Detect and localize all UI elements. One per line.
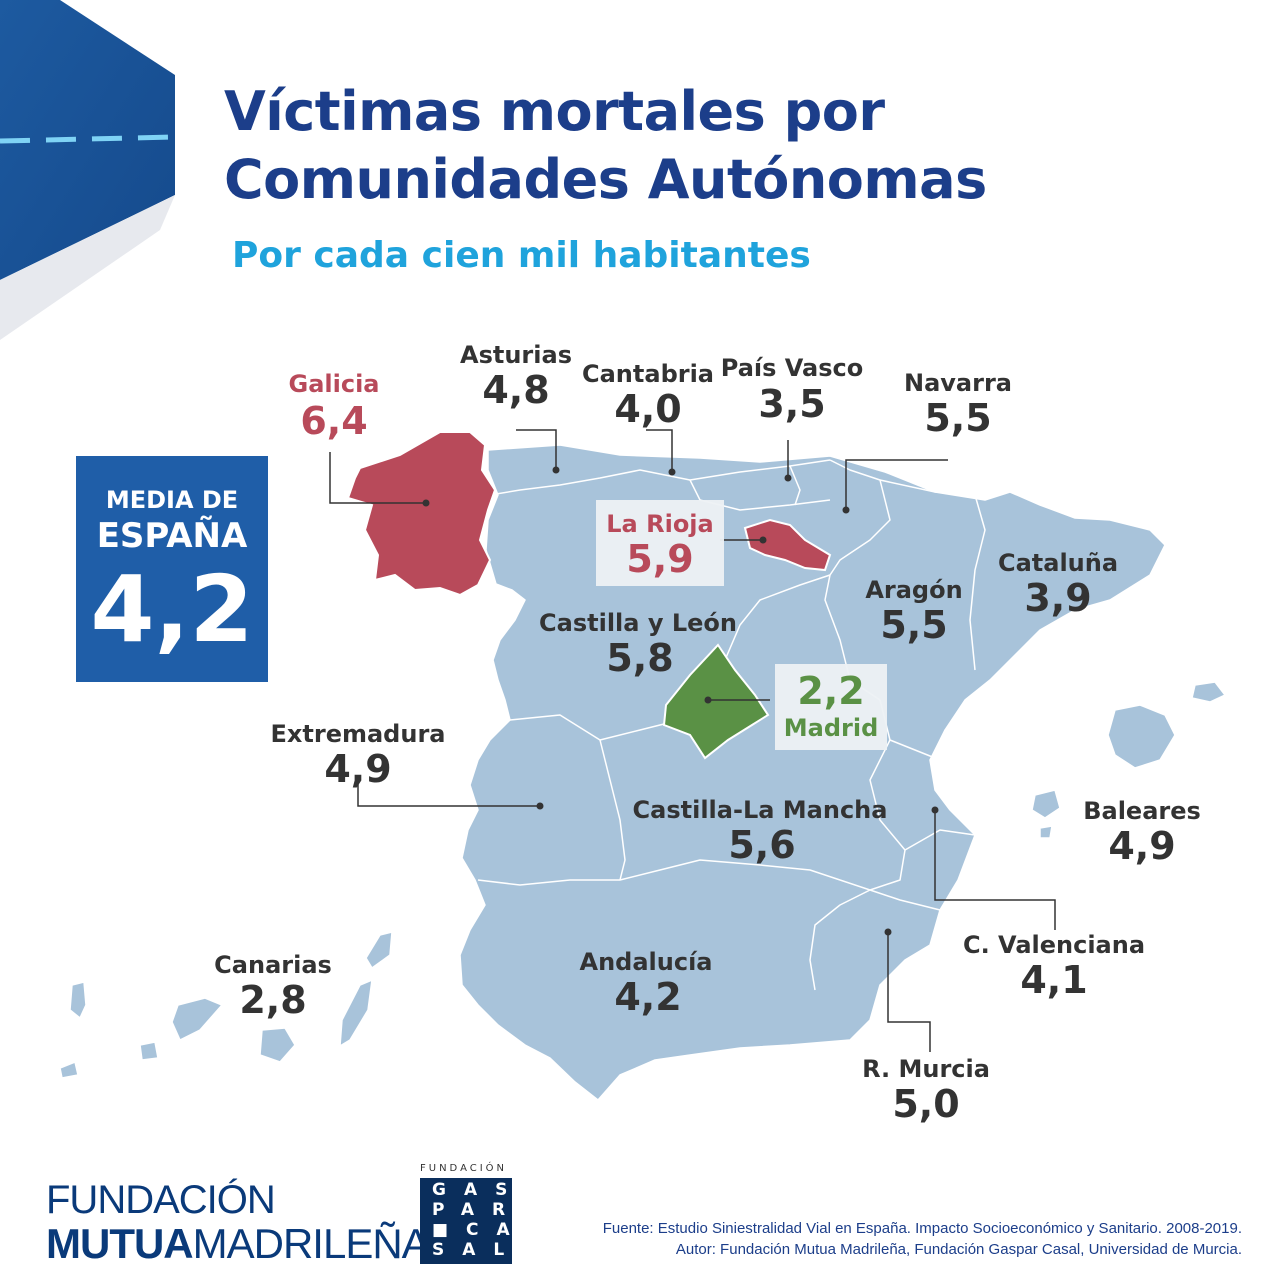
source-note: Fuente: Estudio Siniestralidad Vial en E… — [603, 1218, 1242, 1260]
galicia-shape — [346, 431, 497, 597]
region-name-castilla-la-mancha: Castilla-La Mancha — [632, 796, 888, 824]
region-value-canarias: 2,8 — [239, 978, 307, 1022]
region-name-galicia: Galicia — [288, 370, 380, 398]
region-value-madrid: 2,2 — [797, 669, 865, 713]
madrid-label-box — [775, 664, 887, 750]
fmm-logo-line-2: MUTUAMADRILEÑA — [46, 1220, 430, 1268]
region-name-navarra: Navarra — [904, 369, 1012, 397]
region-value-asturias: 4,8 — [482, 368, 550, 412]
region-value-baleares: 4,9 — [1108, 824, 1176, 868]
ibiza-shape — [1031, 789, 1061, 819]
fgc-logo-row: ■CA — [432, 1220, 528, 1240]
region-value-cataluna: 3,9 — [1024, 576, 1092, 620]
mainland-spain-shape — [459, 444, 1166, 1101]
region-value-navarra: 5,5 — [924, 396, 992, 440]
fgc-logo-row: SAL — [432, 1240, 523, 1260]
road-corner-decoration — [0, 0, 176, 340]
region-name-pais-vasco: País Vasco — [720, 354, 864, 382]
region-name-andalucia: Andalucía — [579, 948, 713, 976]
region-value-pais-vasco: 3,5 — [758, 382, 826, 426]
mallorca-shape — [1107, 704, 1176, 769]
region-value-galicia: 6,4 — [300, 399, 368, 443]
la-palma-shape — [69, 981, 87, 1019]
source-line-2: Autor: Fundación Mutua Madrileña, Fundac… — [675, 1241, 1242, 1258]
region-value-extremadura: 4,9 — [324, 747, 392, 791]
region-value-c-valenciana: 4,1 — [1020, 958, 1088, 1002]
region-value-castilla-la-mancha: 5,6 — [728, 823, 796, 867]
region-value-andalucia: 4,2 — [614, 975, 682, 1019]
region-name-cantabria: Cantabria — [582, 360, 714, 388]
fgc-logo-label: FUNDACIÓN — [420, 1163, 508, 1174]
region-name-c-valenciana: C. Valenciana — [962, 931, 1146, 959]
average-label-line-2: ESPAÑA — [96, 516, 248, 556]
average-value: 4,2 — [90, 556, 254, 663]
madrid-shape — [662, 643, 770, 760]
tenerife-shape — [171, 997, 223, 1041]
subtitle: Por cada cien mil habitantes — [232, 235, 811, 276]
region-name-murcia: R. Murcia — [862, 1055, 990, 1083]
region-value-cantabria: 4,0 — [614, 387, 682, 431]
fgc-logo-row: PAR — [432, 1200, 524, 1220]
fuerteventura-shape — [339, 979, 373, 1047]
fgc-logo: GAS PAR ■CA SAL — [420, 1178, 512, 1264]
region-value-la-rioja: 5,9 — [626, 537, 694, 581]
region-value-murcia: 5,0 — [892, 1082, 960, 1126]
average-label-line-1: MEDIA DE — [105, 486, 239, 514]
region-name-canarias: Canarias — [214, 951, 332, 979]
region-name-extremadura: Extremadura — [270, 720, 446, 748]
region-value-aragon: 5,5 — [880, 603, 948, 647]
region-name-cataluna: Cataluña — [997, 549, 1119, 577]
region-name-madrid: Madrid — [783, 714, 879, 742]
fmm-logo-line-1: FUNDACIÓN — [46, 1178, 276, 1222]
title-line-2: Comunidades Autónomas — [224, 148, 987, 211]
lanzarote-shape — [365, 931, 393, 969]
menorca-shape — [1191, 681, 1226, 703]
la-rioja-shape — [743, 518, 832, 572]
title-line-1: Víctimas mortales por — [224, 80, 885, 143]
region-name-baleares: Baleares — [1083, 797, 1201, 825]
region-name-asturias: Asturias — [460, 341, 572, 369]
formentera-shape — [1039, 825, 1053, 839]
region-name-castilla-leon: Castilla y León — [539, 609, 737, 637]
fmm-logo-rest: MADRILEÑA — [192, 1220, 430, 1267]
hierro-shape — [59, 1061, 79, 1079]
region-name-la-rioja: La Rioja — [606, 510, 714, 538]
gomera-shape — [139, 1041, 159, 1061]
spain-average-box: MEDIA DE ESPAÑA 4,2 — [76, 456, 268, 682]
source-line-1: Fuente: Estudio Siniestralidad Vial en E… — [602, 1220, 1242, 1237]
fgc-logo-row: GAS — [432, 1180, 526, 1200]
fmm-logo-bold: MUTUA — [46, 1220, 194, 1267]
gran-canaria-shape — [259, 1027, 296, 1063]
la-rioja-label-box — [596, 500, 724, 586]
region-value-castilla-leon: 5,8 — [606, 636, 674, 680]
region-name-aragon: Aragón — [865, 576, 963, 604]
